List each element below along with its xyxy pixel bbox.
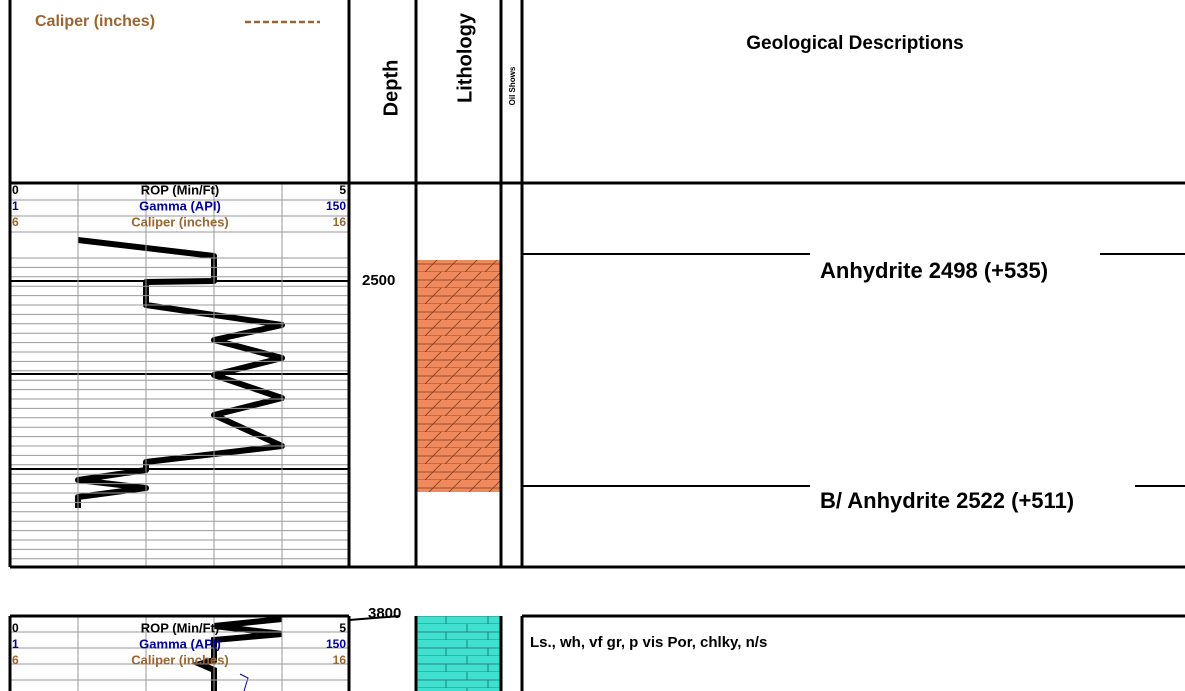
lithology-anhydrite xyxy=(416,260,501,492)
scale-max: 150 xyxy=(326,637,346,651)
gamma-curve xyxy=(239,673,249,691)
scale-name: Caliper (inches) xyxy=(131,214,229,229)
scale-max: 16 xyxy=(333,653,347,667)
depth-label: 3800 xyxy=(368,605,401,622)
scale-min: 1 xyxy=(12,637,19,651)
column-header: Oil Shows xyxy=(508,66,517,105)
formation-top: Anhydrite 2498 (+535) xyxy=(820,258,1048,283)
scale-max: 5 xyxy=(339,183,346,197)
scale-name: ROP (Min/Ft) xyxy=(141,620,219,635)
legend-label: Caliper (inches) xyxy=(35,13,155,30)
scale-max: 150 xyxy=(326,199,346,213)
scale-min: 6 xyxy=(12,215,19,229)
scale-min: 0 xyxy=(12,621,19,635)
description: Ls., wh, vf gr, p vis Por, chlky, n/s xyxy=(530,634,767,651)
scale-min: 1 xyxy=(12,199,19,213)
column-header: Depth xyxy=(380,60,402,117)
depth-tick xyxy=(348,615,401,621)
column-header: Geological Descriptions xyxy=(746,33,964,54)
scale-min: 0 xyxy=(12,183,19,197)
scale-name: ROP (Min/Ft) xyxy=(141,182,219,197)
column-header: Lithology xyxy=(454,12,476,103)
scale-min: 6 xyxy=(12,653,19,667)
formation-top: B/ Anhydrite 2522 (+511) xyxy=(820,488,1074,513)
scale-name: Gamma (API) xyxy=(139,198,221,213)
scale-max: 5 xyxy=(339,621,346,635)
lithology-limestone xyxy=(416,616,501,691)
depth-label: 2500 xyxy=(362,272,395,289)
scale-name: Gamma (API) xyxy=(139,636,221,651)
scale-max: 16 xyxy=(333,215,347,229)
scale-name: Caliper (inches) xyxy=(131,652,229,667)
